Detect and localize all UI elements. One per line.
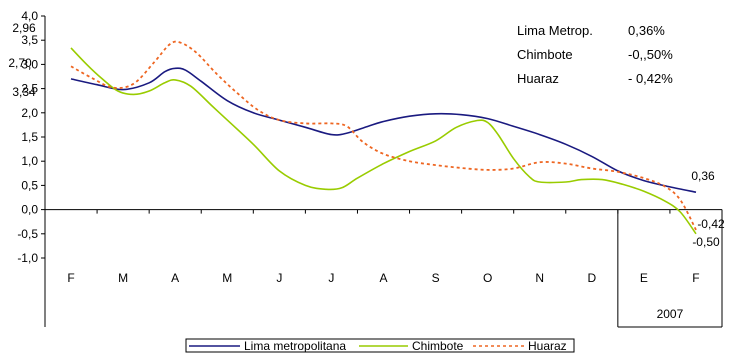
x-tick-label: F [692, 271, 699, 285]
y-tick-label: 2,5 [21, 82, 38, 96]
series-line-huaraz [70, 40, 697, 231]
y-tick-label: 1,0 [21, 154, 38, 168]
y-tick-label: 3,5 [21, 33, 38, 47]
annotation-value: - 0,42% [628, 71, 673, 86]
annotation-box: Lima Metrop. 0,36% Chimbote -0,,50% Huaraz - … [517, 23, 673, 86]
data-label: -0,50 [692, 235, 720, 249]
x-axis: F M A M J J A S O N D E F 2007 [44, 209, 723, 328]
legend-label: Lima metropolitana [244, 339, 346, 353]
x-tick-label: J [276, 271, 282, 285]
y-tick-label: 3,0 [21, 57, 38, 71]
annotation-value: -0,,50% [628, 47, 673, 62]
data-label: -0,42 [697, 217, 725, 231]
legend: Lima metropolitana Chimbote Huaraz [185, 338, 575, 353]
y-tick-label: -0,5 [17, 227, 38, 241]
x-tick-label: O [483, 271, 492, 285]
y-tick-label: 4,0 [21, 9, 38, 23]
series-lines [70, 40, 697, 235]
data-label: 2,96 [12, 21, 36, 35]
x-tick-label: N [535, 271, 544, 285]
legend-label: Huaraz [528, 339, 567, 353]
x-tick-label: M [222, 271, 232, 285]
annotation-name: Lima Metrop. [517, 23, 593, 38]
annotation-name: Huaraz [517, 71, 559, 86]
x-tick-label: M [118, 271, 128, 285]
data-label: 2,70 [8, 56, 32, 70]
x-tick-label: E [640, 271, 648, 285]
y-tick-label: -1,0 [17, 251, 38, 265]
x-tick-label: D [587, 271, 596, 285]
y-tick-label: 1,5 [21, 130, 38, 144]
y-axis: 4,0 3,5 3,0 2,5 2,0 1,5 1,0 0,5 0,0 -0,5 -1,0 [17, 9, 46, 327]
series-line-chimbote [70, 47, 697, 235]
annotation-value: 0,36% [628, 23, 665, 38]
annotation-name: Chimbote [517, 47, 573, 62]
y-tick-label: 2,0 [21, 106, 38, 120]
x-tick-label: A [379, 271, 387, 285]
x-tick-label: A [171, 271, 179, 285]
x-tick-label: S [432, 271, 440, 285]
data-label: 0,36 [691, 169, 715, 183]
y-tick-label: 0,0 [21, 203, 38, 217]
x-tick-label: F [67, 271, 74, 285]
year-label: 2007 [657, 307, 684, 321]
series-line-lima-metropolitana [70, 67, 697, 193]
y-tick-label: 0,5 [21, 178, 38, 192]
legend-label: Chimbote [412, 339, 464, 353]
x-tick-label: J [328, 271, 334, 285]
data-labels: 2,96 2,70 3,34 0,36 -0,42 -0,50 [8, 21, 725, 249]
data-label: 3,34 [12, 85, 36, 99]
